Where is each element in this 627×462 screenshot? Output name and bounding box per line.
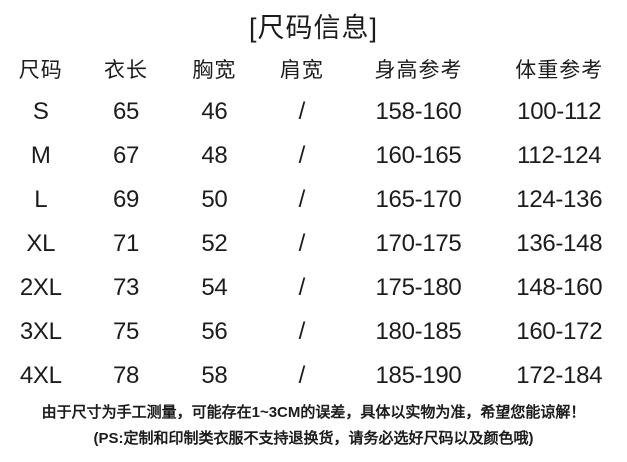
table-row: S 65 46 / 158-160 100-112 — [0, 90, 627, 134]
table-cell: / — [298, 98, 306, 125]
table-cell: 185-190 — [375, 362, 462, 389]
table-cell: 56 — [201, 318, 228, 345]
table-cell: L — [34, 186, 48, 213]
table-row: M 67 48 / 160-165 112-124 — [0, 134, 627, 178]
table-cell: 175-180 — [375, 274, 462, 301]
column-header-chest: 胸宽 — [192, 58, 237, 82]
table-row: XL 71 52 / 170-175 136-148 — [0, 222, 627, 266]
table-cell: 165-170 — [375, 186, 462, 213]
table-cell: 3XL — [19, 318, 62, 345]
column-header-length: 衣长 — [104, 58, 149, 82]
table-cell: 58 — [201, 362, 228, 389]
page-title: [尺码信息] — [248, 13, 378, 43]
table-cell: 69 — [112, 186, 140, 213]
table-cell: / — [298, 186, 306, 213]
table-cell: / — [298, 362, 306, 389]
table-cell: 4XL — [19, 362, 62, 389]
column-header-shoulder: 肩宽 — [279, 58, 324, 82]
table-cell: 136-148 — [516, 230, 603, 257]
table-cell: 112-124 — [517, 142, 602, 169]
size-table: 尺码 衣长 胸宽 肩宽 身高参考 体重参考 S 65 46 / 158-160 … — [0, 47, 627, 398]
table-cell: XL — [26, 230, 56, 257]
table-cell: 78 — [112, 362, 140, 389]
column-header-weight: 体重参考 — [515, 58, 604, 82]
table-cell: 158-160 — [375, 98, 462, 125]
table-header-row: 尺码 衣长 胸宽 肩宽 身高参考 体重参考 — [0, 47, 627, 90]
table-cell: 148-160 — [516, 274, 603, 301]
table-cell: 160-172 — [516, 318, 603, 345]
table-cell: 48 — [201, 142, 228, 169]
table-row: 4XL 78 58 / 185-190 172-184 — [0, 354, 627, 398]
table-cell: 124-136 — [516, 186, 603, 213]
table-cell: 2XL — [19, 274, 62, 301]
table-cell: 100-112 — [517, 98, 602, 125]
table-cell: 50 — [201, 186, 228, 213]
disclaimer-line-1: 由于尺寸为手工测量，可能存在1~3CM的误差，具体以实物为准，希望您能谅解！ — [41, 404, 586, 421]
table-cell: 160-165 — [375, 142, 462, 169]
column-header-height: 身高参考 — [374, 58, 463, 82]
table-cell: 67 — [112, 142, 140, 169]
table-row: L 69 50 / 165-170 124-136 — [0, 178, 627, 222]
table-row: 2XL 73 54 / 175-180 148-160 — [0, 266, 627, 310]
table-cell: 180-185 — [375, 318, 462, 345]
table-row: 3XL 75 56 / 180-185 160-172 — [0, 310, 627, 354]
table-cell: / — [298, 274, 306, 301]
column-header-size: 尺码 — [18, 58, 63, 82]
table-cell: / — [298, 142, 306, 169]
table-cell: 75 — [112, 318, 140, 345]
table-cell: / — [298, 318, 306, 345]
disclaimer-line-2: (PS:定制和印制类衣服不支持退换货，请务必选好尺码以及颜色哦) — [93, 430, 534, 447]
disclaimer: 由于尺寸为手工测量，可能存在1~3CM的误差，具体以实物为准，希望您能谅解！ (… — [0, 398, 627, 452]
table-cell: 170-175 — [375, 230, 462, 257]
table-cell: 71 — [112, 230, 140, 257]
table-cell: 73 — [112, 274, 140, 301]
table-cell: 172-184 — [516, 362, 603, 389]
table-cell: M — [30, 142, 51, 169]
table-cell: 52 — [201, 230, 228, 257]
table-cell: 46 — [201, 98, 228, 125]
table-cell: / — [298, 230, 306, 257]
table-cell: 65 — [112, 98, 140, 125]
table-cell: S — [32, 98, 49, 125]
table-cell: 54 — [201, 274, 228, 301]
